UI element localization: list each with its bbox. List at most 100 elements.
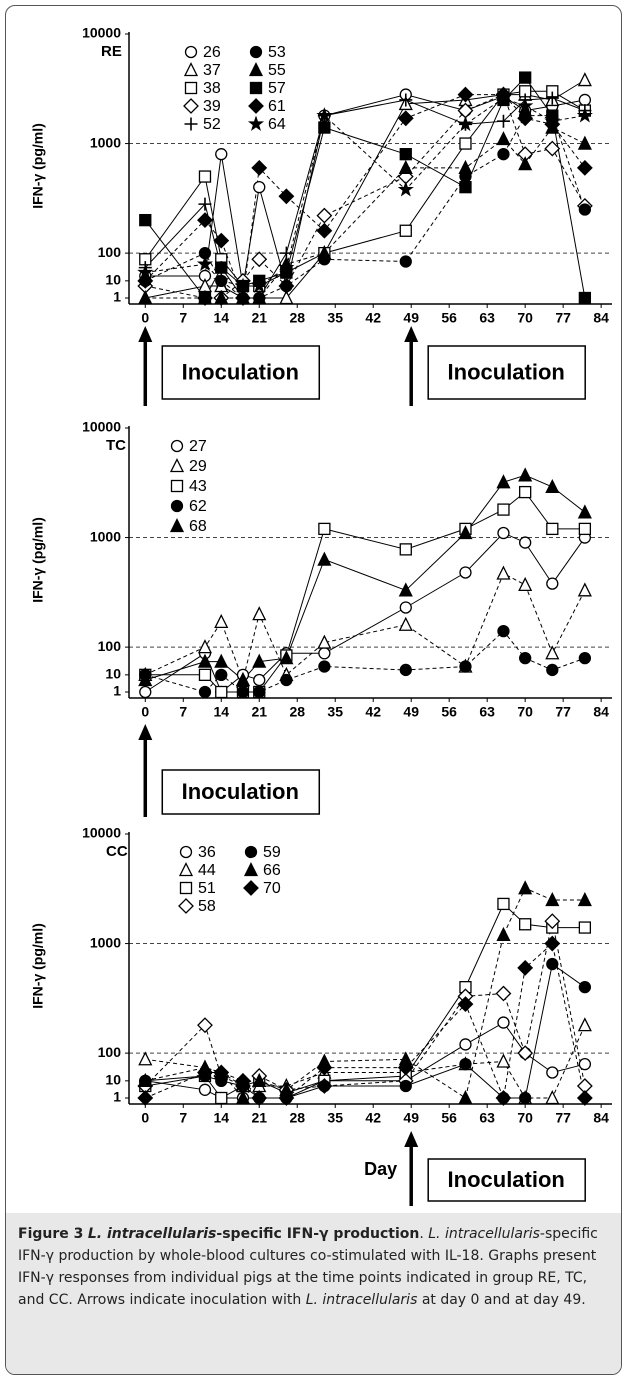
marker	[279, 650, 294, 665]
x-tick-label: 84	[593, 704, 609, 720]
y-tick-label: 10000	[82, 419, 121, 435]
marker	[576, 159, 593, 176]
x-tick-label: 7	[179, 310, 187, 326]
marker	[496, 131, 511, 146]
caption-run: L. intracellularis	[305, 1292, 418, 1308]
x-tick-label: 56	[441, 1110, 457, 1126]
x-tick-label: 49	[403, 310, 419, 326]
marker	[497, 1016, 510, 1029]
marker	[318, 522, 331, 536]
marker	[517, 959, 534, 976]
marker	[197, 1017, 213, 1034]
y-axis-label: IFN-γ (pg/ml)	[30, 923, 46, 1009]
legend-marker	[184, 81, 198, 95]
y-tick-label: 1	[113, 683, 121, 699]
marker	[197, 1064, 213, 1081]
marker	[198, 1083, 212, 1096]
marker	[252, 290, 267, 305]
marker	[198, 170, 212, 183]
annotation-box	[161, 345, 321, 400]
y-tick-label: 10	[105, 272, 121, 288]
legend-label: 52	[203, 116, 221, 133]
x-tick-label: 42	[365, 1110, 381, 1126]
legend-marker	[178, 898, 194, 914]
x-tick-label: 0	[141, 310, 149, 326]
marker	[519, 918, 532, 931]
marker	[495, 985, 512, 1002]
marker	[578, 203, 592, 216]
x-tick-label: 63	[479, 704, 495, 720]
marker	[517, 110, 534, 127]
marker	[459, 660, 472, 673]
legend-label: 62	[189, 498, 207, 515]
marker	[138, 1051, 153, 1066]
marker	[497, 624, 510, 638]
marker	[213, 272, 230, 288]
marker	[545, 1090, 560, 1105]
marker	[316, 207, 333, 224]
x-tick-label: 77	[555, 704, 571, 720]
marker	[458, 1090, 473, 1105]
legend-label: 29	[189, 458, 207, 475]
legend-marker	[243, 880, 259, 896]
marker	[544, 913, 561, 930]
legend-marker	[183, 62, 199, 77]
legend-label: 55	[268, 62, 286, 79]
legend-marker	[170, 499, 184, 513]
y-tick-label: 10	[105, 1072, 121, 1088]
marker	[518, 880, 533, 895]
marker	[398, 582, 413, 597]
legend-label: 26	[203, 44, 221, 61]
legend-marker	[244, 845, 258, 859]
marker	[578, 1058, 592, 1071]
legend-marker	[169, 458, 185, 473]
marker	[280, 279, 293, 293]
marker	[546, 522, 559, 536]
marker	[196, 255, 214, 271]
marker	[457, 86, 474, 103]
marker	[214, 653, 229, 668]
caption-run: L. intracellularis	[428, 1226, 540, 1242]
arrow-head	[138, 326, 153, 342]
legend-marker	[248, 62, 264, 77]
marker	[253, 673, 266, 687]
marker	[546, 577, 559, 590]
marker	[545, 91, 559, 105]
marker	[544, 140, 561, 157]
annotation: Inoculation	[448, 359, 565, 384]
marker	[398, 159, 413, 175]
marker	[317, 634, 332, 649]
marker	[519, 71, 532, 84]
marker	[496, 926, 511, 942]
marker	[519, 485, 532, 499]
marker	[139, 685, 152, 699]
x-tick-label: 35	[327, 704, 343, 720]
y-tick-label: 10	[105, 666, 121, 682]
y-tick-label: 100	[98, 638, 122, 654]
x-tick-label: 70	[517, 1110, 533, 1126]
marker	[278, 188, 295, 205]
legend-marker	[184, 45, 198, 59]
marker	[214, 290, 229, 305]
legend-marker	[179, 881, 193, 895]
marker	[519, 652, 532, 665]
marker	[497, 897, 510, 911]
legend-marker	[184, 117, 198, 131]
marker	[215, 261, 228, 274]
marker	[213, 232, 230, 249]
marker	[578, 981, 592, 994]
caption-title: L. intracellularis-specific IFN-γ produc…	[88, 1226, 420, 1242]
marker	[496, 565, 511, 580]
marker	[139, 213, 152, 227]
marker	[459, 1038, 472, 1051]
annotation: Inoculation	[448, 1167, 565, 1192]
marker	[576, 107, 593, 123]
marker	[577, 1017, 592, 1032]
legend-marker	[243, 862, 259, 877]
marker	[577, 504, 592, 519]
marker	[399, 93, 413, 107]
marker	[577, 582, 592, 597]
x-tick-label: 84	[593, 1110, 609, 1126]
annotation-box	[427, 1158, 586, 1202]
y-tick-label: 1000	[90, 934, 121, 950]
